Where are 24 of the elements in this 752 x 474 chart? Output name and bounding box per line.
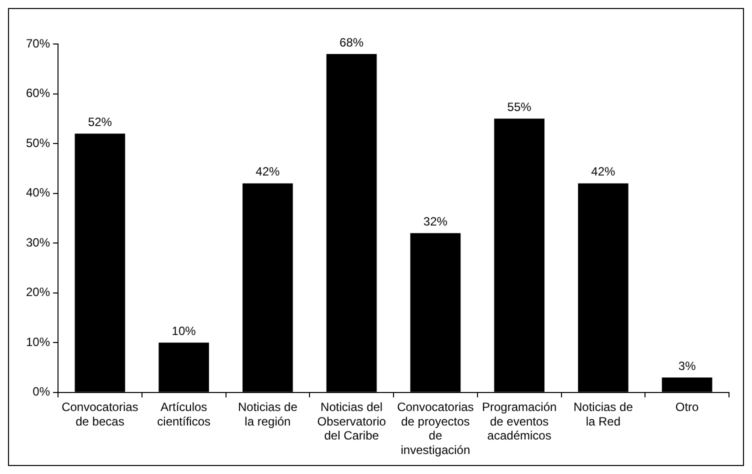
x-tick-label: Noticias de la región — [238, 400, 298, 428]
y-tick-label: 60% — [26, 86, 50, 100]
x-tick-label: Otro — [675, 400, 700, 414]
y-tick-label: 20% — [26, 285, 50, 300]
data-label: 3% — [678, 358, 696, 373]
data-label: 55% — [507, 100, 532, 114]
data-label: 52% — [88, 114, 112, 129]
data-label: 68% — [340, 35, 364, 50]
data-label: 42% — [591, 164, 616, 179]
x-tick-label: Noticias de la Red — [574, 400, 634, 428]
y-tick-label: 40% — [26, 186, 50, 200]
x-tick-label: Artículos científicos — [157, 400, 211, 428]
data-label: 42% — [256, 164, 280, 179]
y-tick-label: 30% — [26, 235, 50, 250]
y-tick-label: 70% — [26, 36, 50, 50]
data-label: 10% — [172, 324, 196, 338]
x-tick-label: Programación de eventos académicos — [482, 400, 557, 443]
x-tick-label: Convocatorias de becas — [62, 400, 138, 428]
data-label: 32% — [423, 214, 448, 228]
y-tick-label: 50% — [26, 136, 50, 150]
y-tick-label: 0% — [32, 384, 50, 399]
y-tick-label: 10% — [26, 334, 50, 349]
x-tick-label: Noticias del Observatorio del Caribe — [317, 400, 386, 443]
x-tick-label: Convocatorias de proyectos de investigación — [397, 400, 474, 458]
